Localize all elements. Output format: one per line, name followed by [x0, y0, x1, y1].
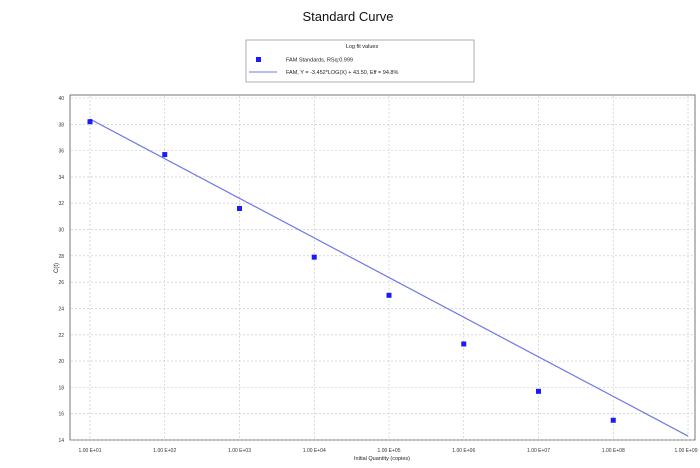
plot-area [69, 94, 696, 441]
fit-line [89, 118, 689, 437]
legend-marker-symbol [256, 57, 261, 62]
x-tick-label: 1.00 E+01 [79, 448, 102, 454]
data-point [610, 417, 616, 423]
x-tick-label: 1.00 E+02 [153, 448, 176, 454]
data-points [87, 119, 616, 423]
x-tick-label: 1.00 E+05 [378, 448, 401, 454]
chart-title: Standard Curve [302, 9, 393, 24]
y-tick-label: 18 [58, 385, 64, 391]
chart-legend: Log fit values FAM Standards, RSq:0.999 … [245, 39, 475, 83]
y-tick-label: 40 [58, 96, 64, 102]
y-axis-label: C(t) [54, 263, 60, 273]
data-point [87, 119, 93, 125]
x-tick-label: 1.00 E+09 [675, 448, 698, 454]
x-tick-label: 1.00 E+03 [228, 448, 251, 454]
y-tick-label: 14 [58, 438, 64, 444]
y-tick-label: 34 [58, 175, 64, 181]
x-tick-label: 1.00 E+07 [527, 448, 550, 454]
y-tick-label: 24 [58, 306, 64, 312]
y-tick-label: 16 [58, 412, 64, 418]
data-point [536, 388, 541, 394]
y-tick-label: 22 [58, 333, 64, 339]
data-point [311, 254, 317, 260]
data-point [386, 292, 392, 298]
data-point [461, 341, 467, 347]
y-tick-label: 28 [58, 254, 64, 260]
x-tick-label: 1.00 E+06 [452, 448, 475, 454]
legend-box [245, 39, 475, 83]
x-tick-label: 1.00 E+08 [602, 448, 625, 454]
y-tick-label: 32 [58, 201, 64, 207]
data-point [162, 152, 168, 158]
y-tick-label: 20 [58, 359, 64, 365]
y-tick-label: 26 [58, 280, 64, 286]
y-tick-label: 36 [58, 149, 64, 155]
y-tick-label: 30 [58, 228, 64, 234]
y-tick-label: 38 [58, 122, 64, 128]
legend-title: Log fit values [346, 44, 379, 50]
fit-line-layer [89, 118, 689, 437]
data-point [237, 205, 242, 211]
x-axis-label: Initial Quantity (copies) [354, 456, 410, 462]
legend-entry-label: FAM Standards, RSq:0.999 [286, 58, 353, 64]
legend-entry-label: FAM, Y = -3.452*LOG(X) + 43.50, Eff = 94… [286, 70, 398, 76]
axis-ticks: 1.00 E+01 1.00 E+02 1.00 E+03 1.00 E+04 1.00… [58, 96, 697, 454]
x-tick-label: 1.00 E+04 [303, 448, 326, 454]
